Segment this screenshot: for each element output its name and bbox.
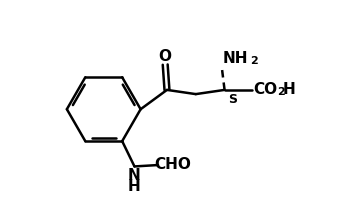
Text: 2: 2 bbox=[250, 56, 258, 66]
Text: CHO: CHO bbox=[155, 157, 192, 172]
Text: CO: CO bbox=[253, 82, 277, 97]
Text: S: S bbox=[228, 93, 237, 106]
Text: NH: NH bbox=[223, 51, 248, 66]
Text: H: H bbox=[128, 179, 141, 194]
Text: O: O bbox=[159, 49, 172, 64]
Text: N: N bbox=[128, 168, 141, 183]
Text: H: H bbox=[283, 82, 296, 97]
Text: 2: 2 bbox=[277, 87, 285, 97]
